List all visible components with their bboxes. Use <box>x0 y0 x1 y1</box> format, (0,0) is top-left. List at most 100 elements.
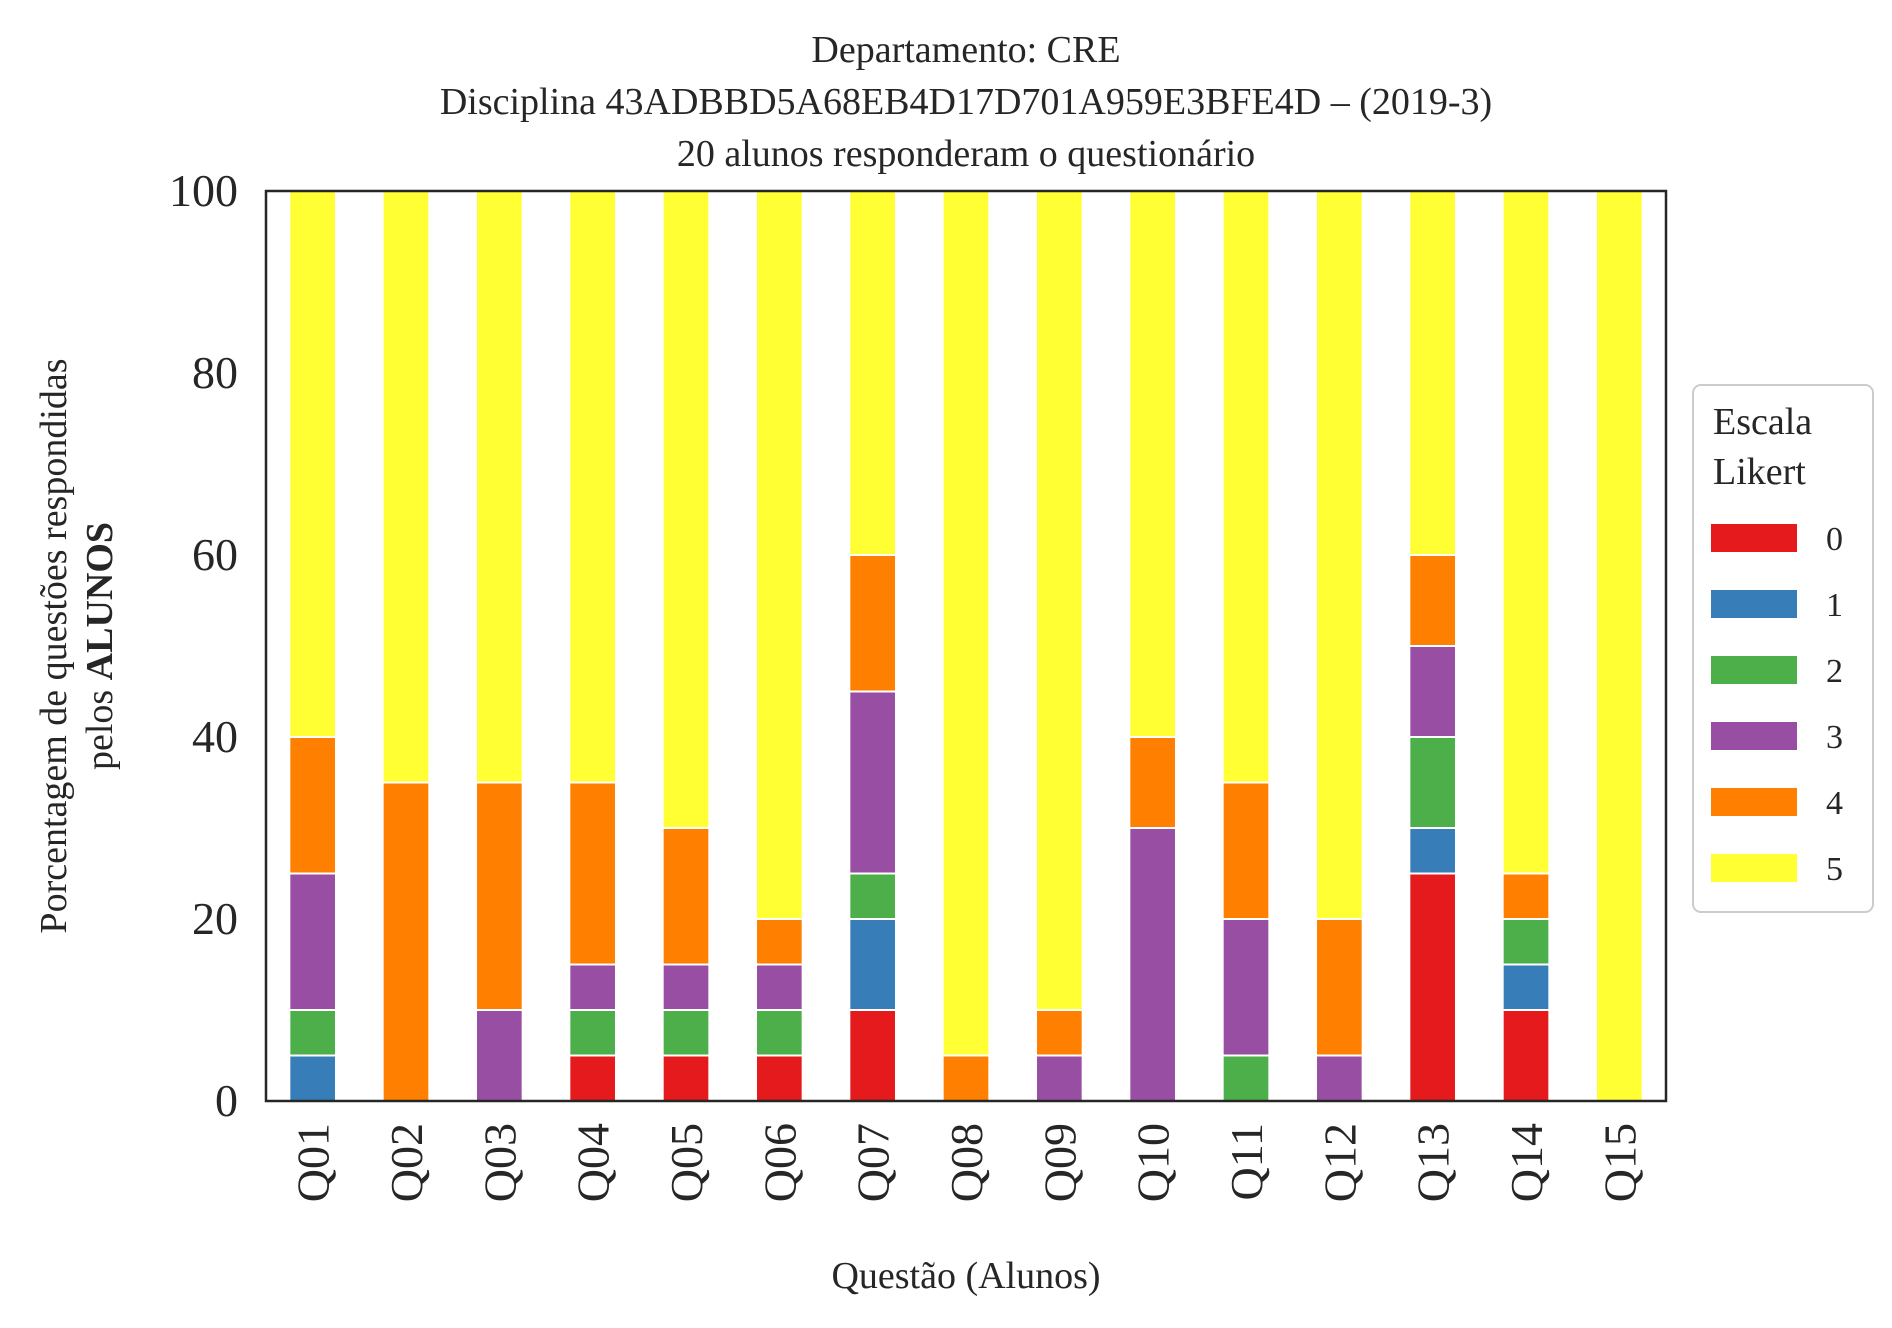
bar-q13-level-5 <box>1408 190 1457 556</box>
legend-frame <box>1692 384 1874 913</box>
bar-q01-level-3 <box>288 872 337 1011</box>
bar-q13-level-4 <box>1408 554 1457 647</box>
legend: Escala Likert 0 1 2 3 4 5 <box>1692 384 1874 913</box>
bar-q10-level-5 <box>1128 190 1177 738</box>
bar-q03-level-3 <box>475 1009 524 1102</box>
bars <box>288 190 1644 1102</box>
bar-q06-level-5 <box>755 190 804 920</box>
x-tick-label: Q12 <box>1314 1123 1365 1202</box>
legend-title-line-2: Likert <box>1713 451 1806 493</box>
bar-q11-level-5 <box>1221 190 1271 784</box>
legend-label-1: 1 <box>1826 587 1843 624</box>
y-axis-label-bold: ALUNOS <box>79 522 121 680</box>
bar-q05-level-0 <box>661 1054 711 1102</box>
y-axis-label-line-1: Porcentagem de questões respondidas <box>33 358 75 933</box>
y-axis-label-prefix: pelos <box>79 680 121 770</box>
x-tick-label: Q01 <box>288 1123 339 1202</box>
y-tick-label: 60 <box>192 529 238 580</box>
bar-q13-level-0 <box>1408 872 1457 1102</box>
bar-q08-level-5 <box>941 190 991 1057</box>
bar-q12-level-4 <box>1315 918 1364 1057</box>
chart-title: Departamento: CRE Disciplina 43ADBBD5A68… <box>440 29 1492 175</box>
x-axis-ticks: Q01 Q02 Q03 Q04 Q05 Q06 Q07 Q08 Q09 Q10 Q11 Q12 Q13 Q… <box>288 1123 1646 1202</box>
bar-q06-level-3 <box>755 963 804 1011</box>
legend-label-2: 2 <box>1826 653 1843 690</box>
x-axis-label: Questão (Alunos) <box>831 1255 1100 1297</box>
bar-q01-level-5 <box>288 190 337 738</box>
bar-q15-level-5 <box>1595 190 1644 1102</box>
legend-label-5: 5 <box>1826 851 1843 888</box>
bar-q07-level-2 <box>848 872 898 920</box>
bar-q11-level-4 <box>1221 781 1271 920</box>
bar-q14-level-4 <box>1501 872 1551 920</box>
legend-items: 0 1 2 3 4 5 <box>1711 521 1843 888</box>
bar-q07-level-1 <box>848 918 898 1011</box>
legend-label-3: 3 <box>1826 719 1843 756</box>
bar-q04-level-5 <box>568 190 618 784</box>
legend-swatch-1 <box>1711 590 1797 618</box>
y-tick-label: 0 <box>215 1075 238 1126</box>
bar-q04-level-3 <box>568 963 618 1011</box>
y-axis-label: Porcentagem de questões respondidas pelo… <box>33 358 121 933</box>
bar-q12-level-3 <box>1315 1054 1364 1102</box>
y-tick-label: 80 <box>192 347 238 398</box>
bar-q08-level-4 <box>941 1054 991 1102</box>
bar-q10-level-4 <box>1128 736 1177 829</box>
x-tick-label: Q06 <box>754 1123 805 1202</box>
bar-q09-level-3 <box>1035 1054 1084 1102</box>
y-axis-label-line-2: pelos ALUNOS <box>79 522 121 770</box>
x-tick-label: Q08 <box>941 1123 992 1202</box>
x-tick-label: Q14 <box>1501 1123 1552 1202</box>
bar-q01-level-4 <box>288 736 337 875</box>
bar-q05-level-3 <box>661 963 711 1011</box>
y-axis-ticks: 0 20 40 60 80 100 <box>169 165 238 1126</box>
bar-q13-level-3 <box>1408 645 1457 738</box>
legend-swatch-5 <box>1711 854 1797 882</box>
title-line-3: 20 alunos responderam o questionário <box>677 133 1255 175</box>
y-tick-label: 20 <box>192 893 238 944</box>
bar-q14-level-0 <box>1501 1009 1551 1102</box>
x-tick-label: Q02 <box>381 1123 432 1202</box>
bar-q13-level-2 <box>1408 736 1457 829</box>
legend-title-line-1: Escala <box>1713 401 1812 443</box>
legend-swatch-3 <box>1711 722 1797 750</box>
x-tick-label: Q13 <box>1408 1123 1459 1202</box>
title-line-1: Departamento: CRE <box>811 29 1120 71</box>
x-tick-label: Q15 <box>1594 1123 1645 1202</box>
bar-q02-level-4 <box>381 781 431 1102</box>
bar-q04-level-0 <box>568 1054 618 1102</box>
bar-q05-level-4 <box>661 827 711 966</box>
legend-swatch-2 <box>1711 656 1797 684</box>
legend-label-0: 0 <box>1826 521 1843 558</box>
y-tick-label: 40 <box>192 711 238 762</box>
bar-q01-level-2 <box>288 1009 337 1057</box>
bar-q14-level-2 <box>1501 918 1551 966</box>
bar-q07-level-5 <box>848 190 898 556</box>
bar-q09-level-5 <box>1035 190 1084 1011</box>
x-tick-label: Q10 <box>1128 1123 1179 1202</box>
bar-q04-level-2 <box>568 1009 618 1057</box>
bar-q02-level-5 <box>381 190 431 784</box>
bar-q03-level-4 <box>475 781 524 1011</box>
bar-q11-level-3 <box>1221 918 1271 1057</box>
bar-q06-level-2 <box>755 1009 804 1057</box>
bar-q06-level-0 <box>755 1054 804 1102</box>
x-tick-label: Q07 <box>848 1123 899 1202</box>
bar-q10-level-3 <box>1128 827 1177 1102</box>
bar-q04-level-4 <box>568 781 618 966</box>
bar-q07-level-3 <box>848 690 898 875</box>
bar-q03-level-5 <box>475 190 524 784</box>
plot-frame <box>264 189 1668 1103</box>
x-tick-label: Q04 <box>568 1123 619 1202</box>
bar-q14-level-5 <box>1501 190 1551 875</box>
title-line-2: Disciplina 43ADBBD5A68EB4D17D701A959E3BF… <box>440 81 1492 123</box>
legend-label-4: 4 <box>1826 785 1843 822</box>
bar-q05-level-2 <box>661 1009 711 1057</box>
legend-swatch-4 <box>1711 788 1797 816</box>
x-tick-label: Q11 <box>1221 1123 1272 1201</box>
legend-swatch-0 <box>1711 524 1797 552</box>
bar-q05-level-5 <box>661 190 711 829</box>
bar-q12-level-5 <box>1315 190 1364 920</box>
